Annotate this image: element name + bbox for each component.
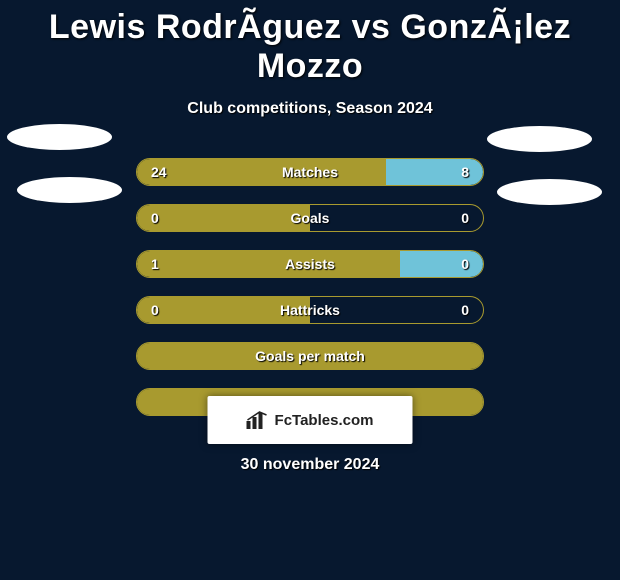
stat-label: Goals per match [255,348,365,364]
stat-row: 0 0 Hattricks [136,296,484,324]
brand-chart-icon [247,411,269,429]
stat-value-left: 0 [151,302,159,318]
stat-value-left: 0 [151,210,159,226]
stat-value-right: 0 [461,302,469,318]
stat-label: Hattricks [280,302,340,318]
page-title: Lewis RodrÃ­guez vs GonzÃ¡lez Mozzo [0,0,620,86]
brand-badge[interactable]: FcTables.com [208,396,413,444]
stat-value-left: 24 [151,164,167,180]
stat-fill-right [400,251,483,277]
stat-label: Assists [285,256,335,272]
player-photo-placeholder [497,179,602,205]
stat-row: 1 0 Assists [136,250,484,278]
brand-text: FcTables.com [275,412,374,429]
stat-value-right: 0 [461,256,469,272]
stat-fill-left [137,251,400,277]
stat-fill-left [137,205,310,231]
stat-label: Goals [291,210,330,226]
stat-fill-left [137,159,386,185]
stat-label: Matches [282,164,338,180]
player-photo-placeholder [7,124,112,150]
stat-value-left: 1 [151,256,159,272]
stat-row: 0 0 Goals [136,204,484,232]
player-photo-placeholder [17,177,122,203]
player-photo-placeholder [487,126,592,152]
stat-value-right: 8 [461,164,469,180]
stat-row: Goals per match [136,342,484,370]
stat-row: 24 8 Matches [136,158,484,186]
subtitle: Club competitions, Season 2024 [0,100,620,118]
stat-value-right: 0 [461,210,469,226]
footer-date: 30 november 2024 [241,456,380,474]
